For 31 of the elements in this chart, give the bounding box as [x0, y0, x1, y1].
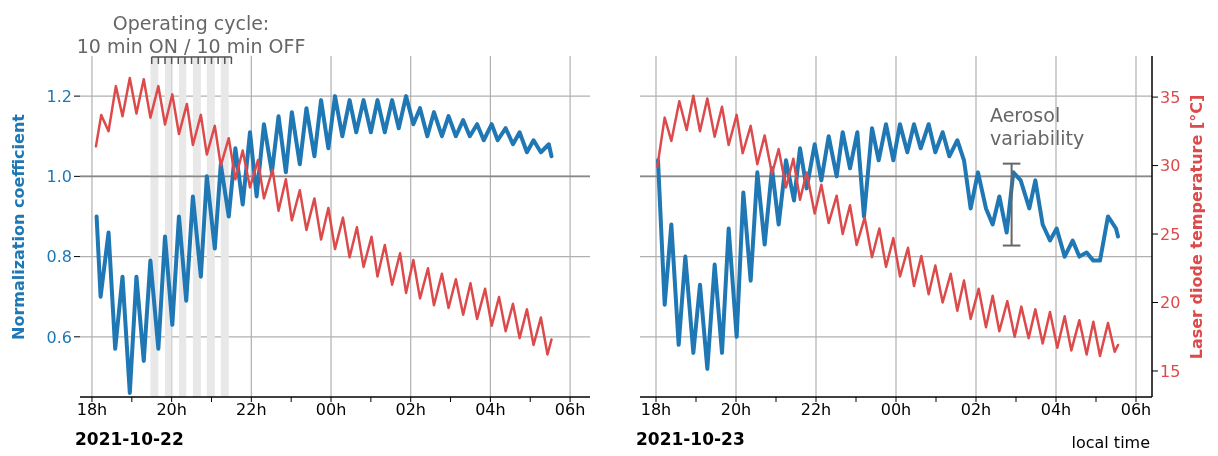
x-tick-label: 22h [236, 400, 267, 420]
y2-tick-label: 30 [1160, 156, 1181, 176]
y2-axis-title: Laser diode temperature [°C] [1186, 94, 1206, 359]
x-tick-label: 02h [960, 400, 992, 420]
y-tick-label: 0.6 [46, 327, 72, 347]
y-tick-label: 0.8 [46, 247, 72, 267]
x-tick-label: 04h [475, 400, 506, 420]
x-axis-title: 2021-10-22 [75, 429, 184, 449]
y-tick-label: 1.2 [46, 86, 72, 106]
y2-tick-label: 35 [1160, 87, 1181, 107]
x-tick-label: 18h [76, 400, 108, 420]
y-axis-title: Normalization coefficient [8, 113, 28, 340]
x-tick-label: 18h [640, 400, 672, 420]
x-tick-label: 02h [395, 400, 426, 420]
annotation: Aerosol variability [990, 104, 1085, 150]
x-tick-label: 00h [315, 400, 347, 420]
y2-tick-label: 25 [1160, 224, 1181, 244]
x-axis-title: 2021-10-23 [636, 429, 745, 449]
x-tick-label: 00h [880, 400, 912, 420]
x-tick-label: 06h [1120, 400, 1152, 420]
x-tick-label: 06h [554, 400, 586, 420]
y-tick-label: 1.0 [46, 167, 72, 187]
line-series [94, 94, 554, 395]
x-tick-label: 22h [800, 400, 832, 420]
x-tick-label: 20h [156, 400, 187, 420]
x-tick-label: 04h [1040, 400, 1072, 420]
y2-tick-label: 20 [1160, 293, 1181, 313]
x-tick-label: 20h [720, 400, 752, 420]
annotation: Operating cycle: 10 min ON / 10 min OFF [76, 12, 306, 58]
y2-tick-label: 15 [1160, 361, 1181, 381]
text: local time [1071, 432, 1150, 454]
